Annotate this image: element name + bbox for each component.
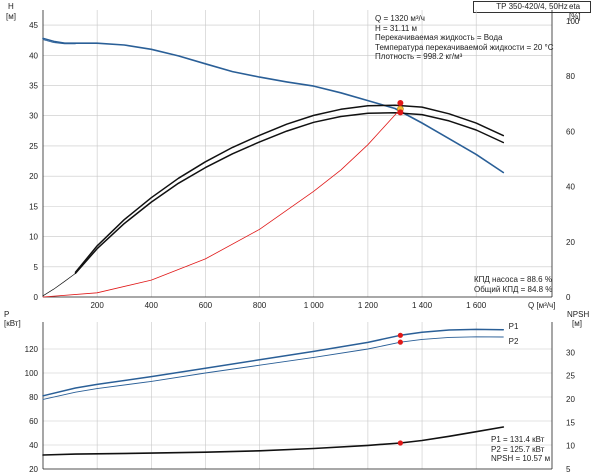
power-npsh-info: P1 = 131.4 кВт P2 = 125.7 кВт NPSH = 10.… [491, 435, 550, 464]
npsh-tick-label: 10 [566, 442, 575, 451]
top-duty-point-1 [397, 99, 404, 106]
info-total-efficiency: Общий КПД = 84.8 % [474, 284, 553, 294]
bottom-series-0 [42, 328, 505, 397]
y-axis-unit: [м] [6, 12, 16, 21]
p-tick-label: 80 [29, 393, 38, 402]
info-p2: P2 = 125.7 кВт [491, 444, 545, 454]
y-right-tick-label: 60 [566, 127, 575, 136]
curve-label-p2: P2 [509, 337, 519, 346]
x-tick-label: 800 [253, 301, 267, 310]
efficiency-info: КПД насоса = 88.6 % Общий КПД = 84.8 % [474, 275, 552, 294]
x-tick-label: 1 400 [412, 301, 433, 310]
y-right-axis-unit: [%] [569, 12, 581, 21]
y-tick-label: 0 [34, 293, 39, 302]
x-tick-label: 400 [145, 301, 159, 310]
x-tick-label: 600 [199, 301, 213, 310]
npsh-tick-label: 25 [566, 372, 575, 381]
x-tick-label: 200 [90, 301, 104, 310]
p-tick-label: 100 [25, 369, 39, 378]
y-tick-label: 40 [29, 51, 38, 60]
top-series-1 [42, 39, 76, 45]
axes [42, 10, 553, 470]
y-tick-label: 25 [29, 142, 38, 151]
bottom-series-2 [42, 426, 505, 456]
p-axis-title: P [4, 310, 9, 319]
npsh-tick-label: 15 [566, 418, 575, 427]
top-series-0 [42, 37, 505, 174]
info-liquid: Перекачиваемая жидкость = Вода [375, 33, 503, 42]
bottom-grid [43, 322, 552, 470]
y-tick-label: 10 [29, 233, 38, 242]
p-tick-label: 60 [29, 417, 38, 426]
top-series-4 [42, 273, 76, 297]
info-head: H = 31.11 м [375, 23, 418, 33]
top-grid [43, 10, 552, 298]
x-tick-label: 1 000 [304, 301, 325, 310]
info-temperature: Температура перекачиваемой жидкости = 20… [375, 42, 554, 52]
npsh-axis-unit: [м] [572, 319, 582, 328]
y-tick-label: 5 [34, 263, 39, 272]
y-tick-label: 35 [29, 82, 38, 91]
p-tick-label: 20 [29, 465, 38, 474]
top-series-3 [74, 111, 505, 275]
y-right-tick-label: 20 [566, 238, 575, 247]
y-right-tick-label: 40 [566, 183, 575, 192]
y-axis-title: H [8, 2, 14, 11]
bottom-duty-point-1 [397, 339, 403, 345]
npsh-axis-title: NPSH [567, 310, 589, 319]
y-tick-label: 20 [29, 172, 38, 181]
top-series-2 [74, 104, 505, 273]
info-pump-efficiency: КПД насоса = 88.6 % [474, 275, 552, 284]
top-series-5 [42, 108, 401, 298]
y-right-axis-title: eta [569, 2, 581, 11]
info-npsh: NPSH = 10.57 м [491, 454, 551, 463]
npsh-tick-label: 5 [566, 465, 571, 474]
y-right-tick-label: 100 [566, 17, 580, 26]
x-axis-title: Q [м³/ч] [528, 301, 555, 310]
y-tick-label: 30 [29, 112, 38, 121]
y-tick-label: 15 [29, 202, 38, 211]
p-axis-unit: [кВт] [4, 319, 21, 328]
info-flow: Q = 1320 м³/ч [375, 14, 425, 23]
info-p1: P1 = 131.4 кВт [491, 435, 545, 444]
x-tick-label: 1 600 [466, 301, 487, 310]
y-right-tick-label: 0 [566, 293, 571, 302]
p-tick-label: 40 [29, 441, 38, 450]
curve-label-p1: P1 [509, 322, 519, 331]
duty-point-info: Q = 1320 м³/ч H = 31.11 м Перекачиваемая… [375, 14, 554, 62]
x-tick-label: 1 200 [358, 301, 379, 310]
top-duty-point-2 [397, 109, 404, 116]
npsh-tick-label: 20 [566, 395, 575, 404]
bottom-series-1 [42, 336, 504, 400]
npsh-tick-label: 30 [566, 348, 575, 357]
y-tick-label: 45 [29, 21, 38, 30]
bottom-duty-point-2 [397, 440, 403, 446]
p-tick-label: 120 [25, 345, 39, 354]
info-density: Плотность = 998.2 кг/м³ [375, 52, 463, 61]
y-right-tick-label: 80 [566, 72, 575, 81]
model-badge: TP 350-420/4, 50Hz [473, 1, 591, 13]
bottom-duty-point-0 [397, 332, 403, 338]
